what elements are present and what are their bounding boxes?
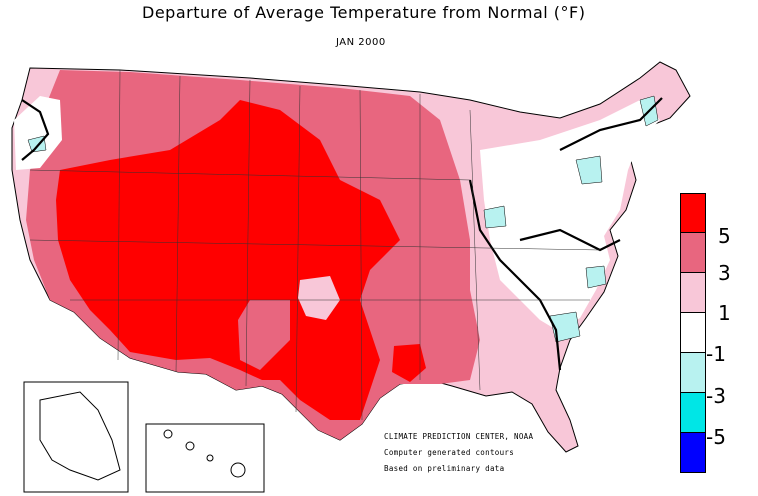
region-3-to-5-texas-north — [238, 300, 290, 370]
legend-label: 1 — [718, 301, 731, 325]
legend-swatch — [680, 273, 706, 313]
region-minus-1-to-minus-3-nc — [585, 265, 607, 289]
contour-line-northeast — [559, 97, 663, 151]
credit-line-2: Computer generated contours — [384, 448, 515, 457]
contour-line-mid-atlantic — [519, 228, 621, 252]
map-title: Departure of Average Temperature from No… — [142, 3, 586, 22]
region-3-to-5-mountain — [138, 110, 172, 140]
state-borders — [29, 69, 601, 421]
hawaii-inset — [145, 423, 265, 493]
credit-line-1: CLIMATE PREDICTION CENTER, NOAA — [384, 432, 534, 441]
credit-line-3: Based on preliminary data — [384, 464, 505, 473]
legend-label: -1 — [706, 342, 726, 366]
hawaii-islands — [163, 429, 246, 478]
legend-swatch — [680, 433, 706, 473]
map-subtitle: JAN 2000 — [336, 37, 386, 48]
legend-label: -5 — [706, 425, 726, 449]
region-neutral-northwest — [14, 96, 62, 170]
region-minus-1-to-minus-3-oh — [483, 205, 507, 229]
contour-line-northwest — [21, 99, 50, 161]
color-legend — [680, 193, 706, 473]
region-above-5 — [56, 100, 400, 420]
legend-swatch — [680, 233, 706, 273]
contour-line-east — [468, 179, 562, 371]
region-neutral-east — [480, 100, 660, 332]
legend-swatch — [680, 393, 706, 433]
region-1-to-3-kansas — [298, 276, 340, 320]
region-minus-1-to-minus-3-va — [575, 155, 603, 185]
legend-label: 3 — [718, 261, 731, 285]
alaska-outline — [39, 391, 121, 481]
legend-label: 5 — [718, 224, 731, 248]
legend-swatch — [680, 193, 706, 233]
legend-label: -3 — [706, 384, 726, 408]
legend-swatch — [680, 353, 706, 393]
region-above-5-louisiana — [392, 344, 426, 382]
legend-swatch — [680, 313, 706, 353]
